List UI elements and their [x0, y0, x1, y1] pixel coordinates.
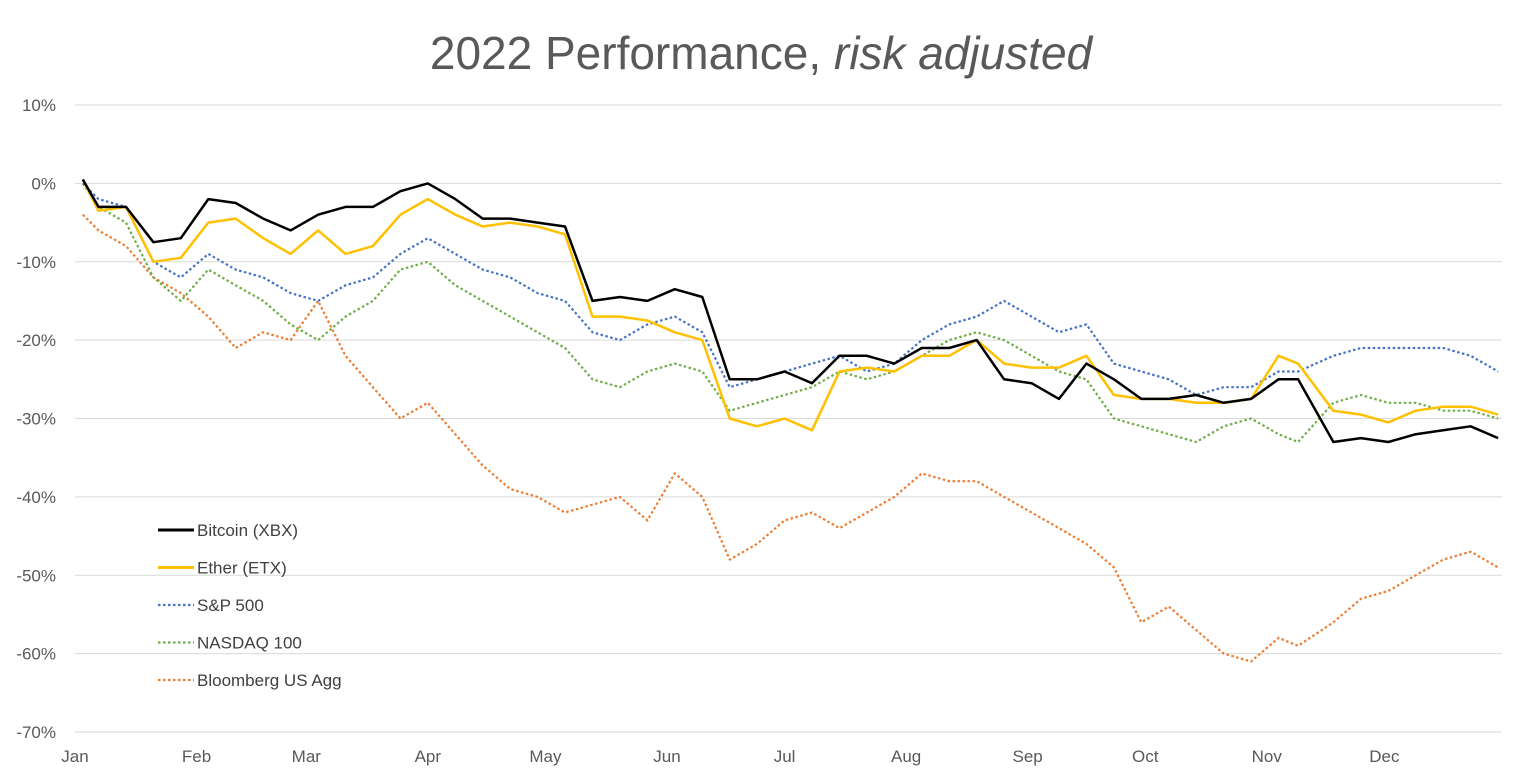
y-tick-label: -40%	[16, 488, 56, 507]
x-tick-label: Jan	[61, 747, 88, 766]
y-tick-label: -30%	[16, 410, 56, 429]
series-lines	[81, 178, 1499, 663]
x-tick-label: Nov	[1252, 747, 1283, 766]
x-tick-label: Jun	[653, 747, 680, 766]
legend-label: Ether (ETX)	[197, 559, 287, 578]
x-tick-label: Dec	[1369, 747, 1400, 766]
x-tick-label: Sep	[1013, 747, 1043, 766]
series-line-0	[81, 178, 1499, 444]
legend: Bitcoin (XBX) Ether (ETX) S&P 500 NASDAQ 10…	[158, 521, 342, 690]
series-line-1	[81, 178, 1499, 432]
gridlines	[75, 104, 1502, 733]
y-tick-label: -10%	[16, 253, 56, 272]
x-tick-label: May	[529, 747, 562, 766]
y-axis-ticks: 10% 0% -10% -20% -30% -40% -50% -60% -70%	[16, 96, 56, 742]
y-tick-label: -60%	[16, 645, 56, 664]
x-tick-label: Jul	[774, 747, 796, 766]
y-tick-label: -50%	[16, 566, 56, 585]
series-line-4	[82, 213, 1499, 663]
x-tick-label: Feb	[182, 747, 211, 766]
legend-label: Bloomberg US Agg	[197, 671, 342, 690]
y-tick-label: -20%	[16, 331, 56, 350]
y-tick-label: 0%	[31, 174, 56, 193]
y-tick-label: 10%	[22, 96, 56, 115]
y-tick-label: -70%	[16, 723, 56, 742]
series-line-3	[81, 182, 1499, 444]
x-tick-label: Mar	[292, 747, 322, 766]
legend-label: Bitcoin (XBX)	[197, 521, 298, 540]
x-axis-ticks: Jan Feb Mar Apr May Jun Jul Aug Sep Oct Nov Dec	[61, 747, 1400, 766]
x-tick-label: Apr	[415, 747, 442, 766]
chart-title-italic: risk adjusted	[833, 27, 1093, 79]
chart-title: 2022 Performance, risk adjusted	[0, 26, 1522, 80]
legend-label: NASDAQ 100	[197, 634, 302, 653]
chart-title-main: 2022 Performance,	[429, 27, 822, 79]
legend-label: S&P 500	[197, 596, 264, 615]
x-tick-label: Oct	[1132, 747, 1159, 766]
series-line-2	[82, 182, 1499, 397]
x-tick-label: Aug	[891, 747, 921, 766]
